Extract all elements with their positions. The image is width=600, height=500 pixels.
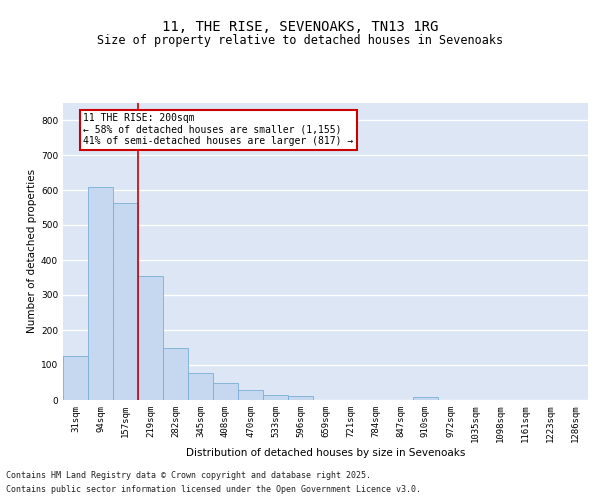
Bar [138,276,163,400]
Text: 11 THE RISE: 200sqm
← 58% of detached houses are smaller (1,155)
41% of semi-det: 11 THE RISE: 200sqm ← 58% of detached ho… [83,113,353,146]
Bar [288,396,313,400]
Text: Contains HM Land Registry data © Crown copyright and database right 2025.: Contains HM Land Registry data © Crown c… [6,471,371,480]
Bar [213,382,238,400]
X-axis label: Distribution of detached houses by size in Sevenoaks: Distribution of detached houses by size … [186,448,465,458]
Text: Size of property relative to detached houses in Sevenoaks: Size of property relative to detached ho… [97,34,503,47]
Text: Contains public sector information licensed under the Open Government Licence v3: Contains public sector information licen… [6,485,421,494]
Bar [88,187,113,400]
Bar [63,356,88,400]
Bar [263,396,288,400]
Bar [163,348,188,400]
Y-axis label: Number of detached properties: Number of detached properties [27,169,37,334]
Text: 11, THE RISE, SEVENOAKS, TN13 1RG: 11, THE RISE, SEVENOAKS, TN13 1RG [162,20,438,34]
Bar [238,390,263,400]
Bar [188,372,213,400]
Bar [113,203,138,400]
Bar [413,396,438,400]
